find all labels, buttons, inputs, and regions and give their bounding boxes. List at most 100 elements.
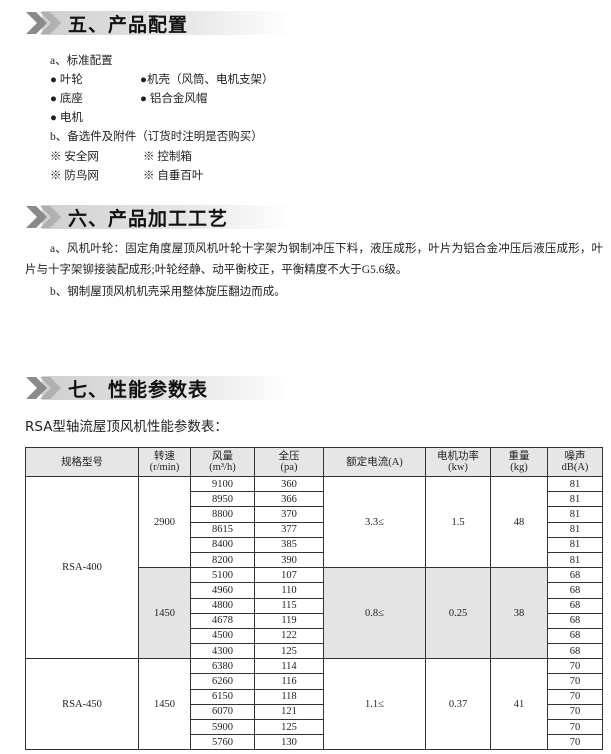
pressure-cell: 377 (254, 521, 324, 538)
table-row: RSA-400 2900 9100 360 3.3≤ 1.5 48 81 (25, 475, 603, 660)
pressure-cell: 130 (254, 734, 324, 751)
header-text: 重量 (508, 451, 530, 462)
table-row: 6260 116 70 (26, 673, 603, 690)
table-row: 8615 377 81 (26, 521, 603, 538)
weight-cell: 41 (490, 658, 548, 751)
pressure-cell: 360 (254, 475, 324, 493)
noise-cell: 68 (547, 612, 603, 629)
flow-cell: 6150 (190, 688, 255, 705)
item: ※ 控制箱 (143, 151, 192, 163)
header-text: (m³/h) (209, 462, 236, 473)
flow-cell: 6070 (190, 703, 255, 721)
table-row: 1450 5100 107 0.8≤ 0.25 38 68 (26, 567, 603, 660)
noise-cell: 81 (547, 536, 603, 553)
noise-cell: 81 (547, 521, 603, 538)
pressure-cell: 107 (254, 567, 324, 584)
noise-cell: 70 (547, 658, 603, 675)
flow-cell: 8950 (190, 491, 255, 508)
flow-cell: 4678 (190, 612, 255, 629)
text: a、标准配置 (50, 55, 113, 67)
header-text: (pa) (280, 462, 298, 473)
header-cell: 额定电流(A) (323, 447, 426, 477)
current-cell: 1.1≤ (323, 658, 426, 751)
header-text: (r/min) (149, 462, 180, 473)
pressure-cell: 390 (254, 551, 324, 569)
noise-cell: 68 (547, 597, 603, 614)
table-row: 4678 119 68 (26, 612, 603, 629)
flow-cell: 8400 (190, 536, 255, 553)
item: ● 铝合金风帽 (140, 93, 208, 105)
flow-cell: 4500 (190, 627, 255, 645)
flow-cell: 5900 (190, 718, 255, 736)
item: ●机壳（风筒、电机支架） (140, 74, 274, 86)
section-heading: 七、性能参数表 (22, 373, 292, 403)
header-text: 规格型号 (61, 456, 103, 468)
header-text: (kg) (510, 462, 528, 473)
pressure-cell: 110 (254, 582, 324, 599)
flow-cell: 5760 (190, 734, 255, 751)
header-cell: 全压 (pa) (254, 447, 324, 477)
power-cell: 1.5 (425, 475, 491, 569)
noise-cell: 70 (547, 688, 603, 705)
current-cell: 0.8≤ (323, 567, 426, 660)
flow-cell: 4960 (190, 582, 255, 599)
item: ※ 自垂百叶 (143, 170, 204, 182)
power-cell: 0.37 (425, 658, 491, 751)
noise-cell: 68 (547, 643, 603, 660)
heading-text: 七、性能参数表 (68, 379, 209, 401)
noise-cell: 68 (547, 567, 603, 584)
noise-cell: 70 (547, 734, 603, 751)
flow-cell: 6260 (190, 673, 255, 690)
flow-cell: 5100 (190, 567, 255, 584)
paragraph: a、风机叶轮：固定角度屋顶风机叶轮十字架为钢制冲压下料，液压成形，叶片为铝合金冲… (25, 243, 603, 276)
paragraph: b、钢制屋顶风机机壳采用整体旋压翻边而成。 (50, 286, 286, 298)
noise-cell: 70 (547, 673, 603, 690)
pressure-cell: 370 (254, 506, 324, 523)
table-row: 5900 125 70 (26, 718, 603, 736)
noise-cell: 81 (547, 506, 603, 523)
current-cell: 3.3≤ (323, 475, 426, 569)
header-cell: 转速 (r/min) (138, 447, 191, 477)
pressure-cell: 385 (254, 536, 324, 553)
table-row: 4500 122 68 (26, 627, 603, 645)
table-row: 6150 118 70 (26, 688, 603, 705)
header-cell: 电机功率 (kw) (425, 447, 491, 477)
header-text: 全压 (278, 451, 300, 462)
heading-text: 五、产品配置 (68, 14, 189, 36)
pressure-cell: 366 (254, 491, 324, 508)
header-text: 风量 (212, 451, 233, 462)
model-cell: RSA-450 (25, 658, 139, 751)
table-row: 8950 366 81 (26, 491, 603, 508)
pressure-cell: 125 (254, 643, 324, 660)
noise-cell: 68 (547, 627, 603, 645)
header-text: 转速 (154, 451, 175, 462)
text: b、备选件及附件（订货时注明是否购买） (50, 131, 263, 143)
weight-cell: 48 (490, 475, 548, 569)
header-cell: 风量 (m³/h) (190, 447, 255, 477)
noise-cell: 70 (547, 718, 603, 736)
flow-cell: 4800 (190, 597, 255, 614)
pressure-cell: 125 (254, 718, 324, 736)
header-text: 噪声 (564, 451, 586, 462)
weight-cell: 38 (490, 567, 548, 660)
header-text: dB(A) (561, 462, 589, 473)
pressure-cell: 118 (254, 688, 324, 705)
flow-cell: 8200 (190, 551, 255, 569)
item: ※ 安全网 (50, 151, 99, 163)
table-row: 5760 130 70 (26, 734, 603, 751)
speed-cell: 1450 (138, 658, 191, 751)
power-cell: 0.25 (425, 567, 491, 660)
pressure-cell: 116 (254, 673, 324, 690)
section-heading: 六、产品加工工艺 (22, 202, 292, 232)
flow-cell: 9100 (190, 475, 255, 493)
pressure-cell: 122 (254, 627, 324, 645)
header-cell: 噪声 dB(A) (547, 447, 603, 477)
header-row: 规格型号 转速 (r/min) 风量 (m³/h) 全压 (pa) 额定电流(A) 电机功率 (k… (25, 447, 603, 477)
header-text: 额定电流(A) (346, 456, 403, 468)
pressure-cell: 115 (254, 597, 324, 614)
flow-cell: 8615 (190, 521, 255, 538)
pressure-cell: 114 (254, 658, 324, 675)
table-row: RSA-450 1450 6380 114 1.1≤ 0.37 41 70 (25, 658, 603, 751)
pressure-cell: 121 (254, 703, 324, 721)
